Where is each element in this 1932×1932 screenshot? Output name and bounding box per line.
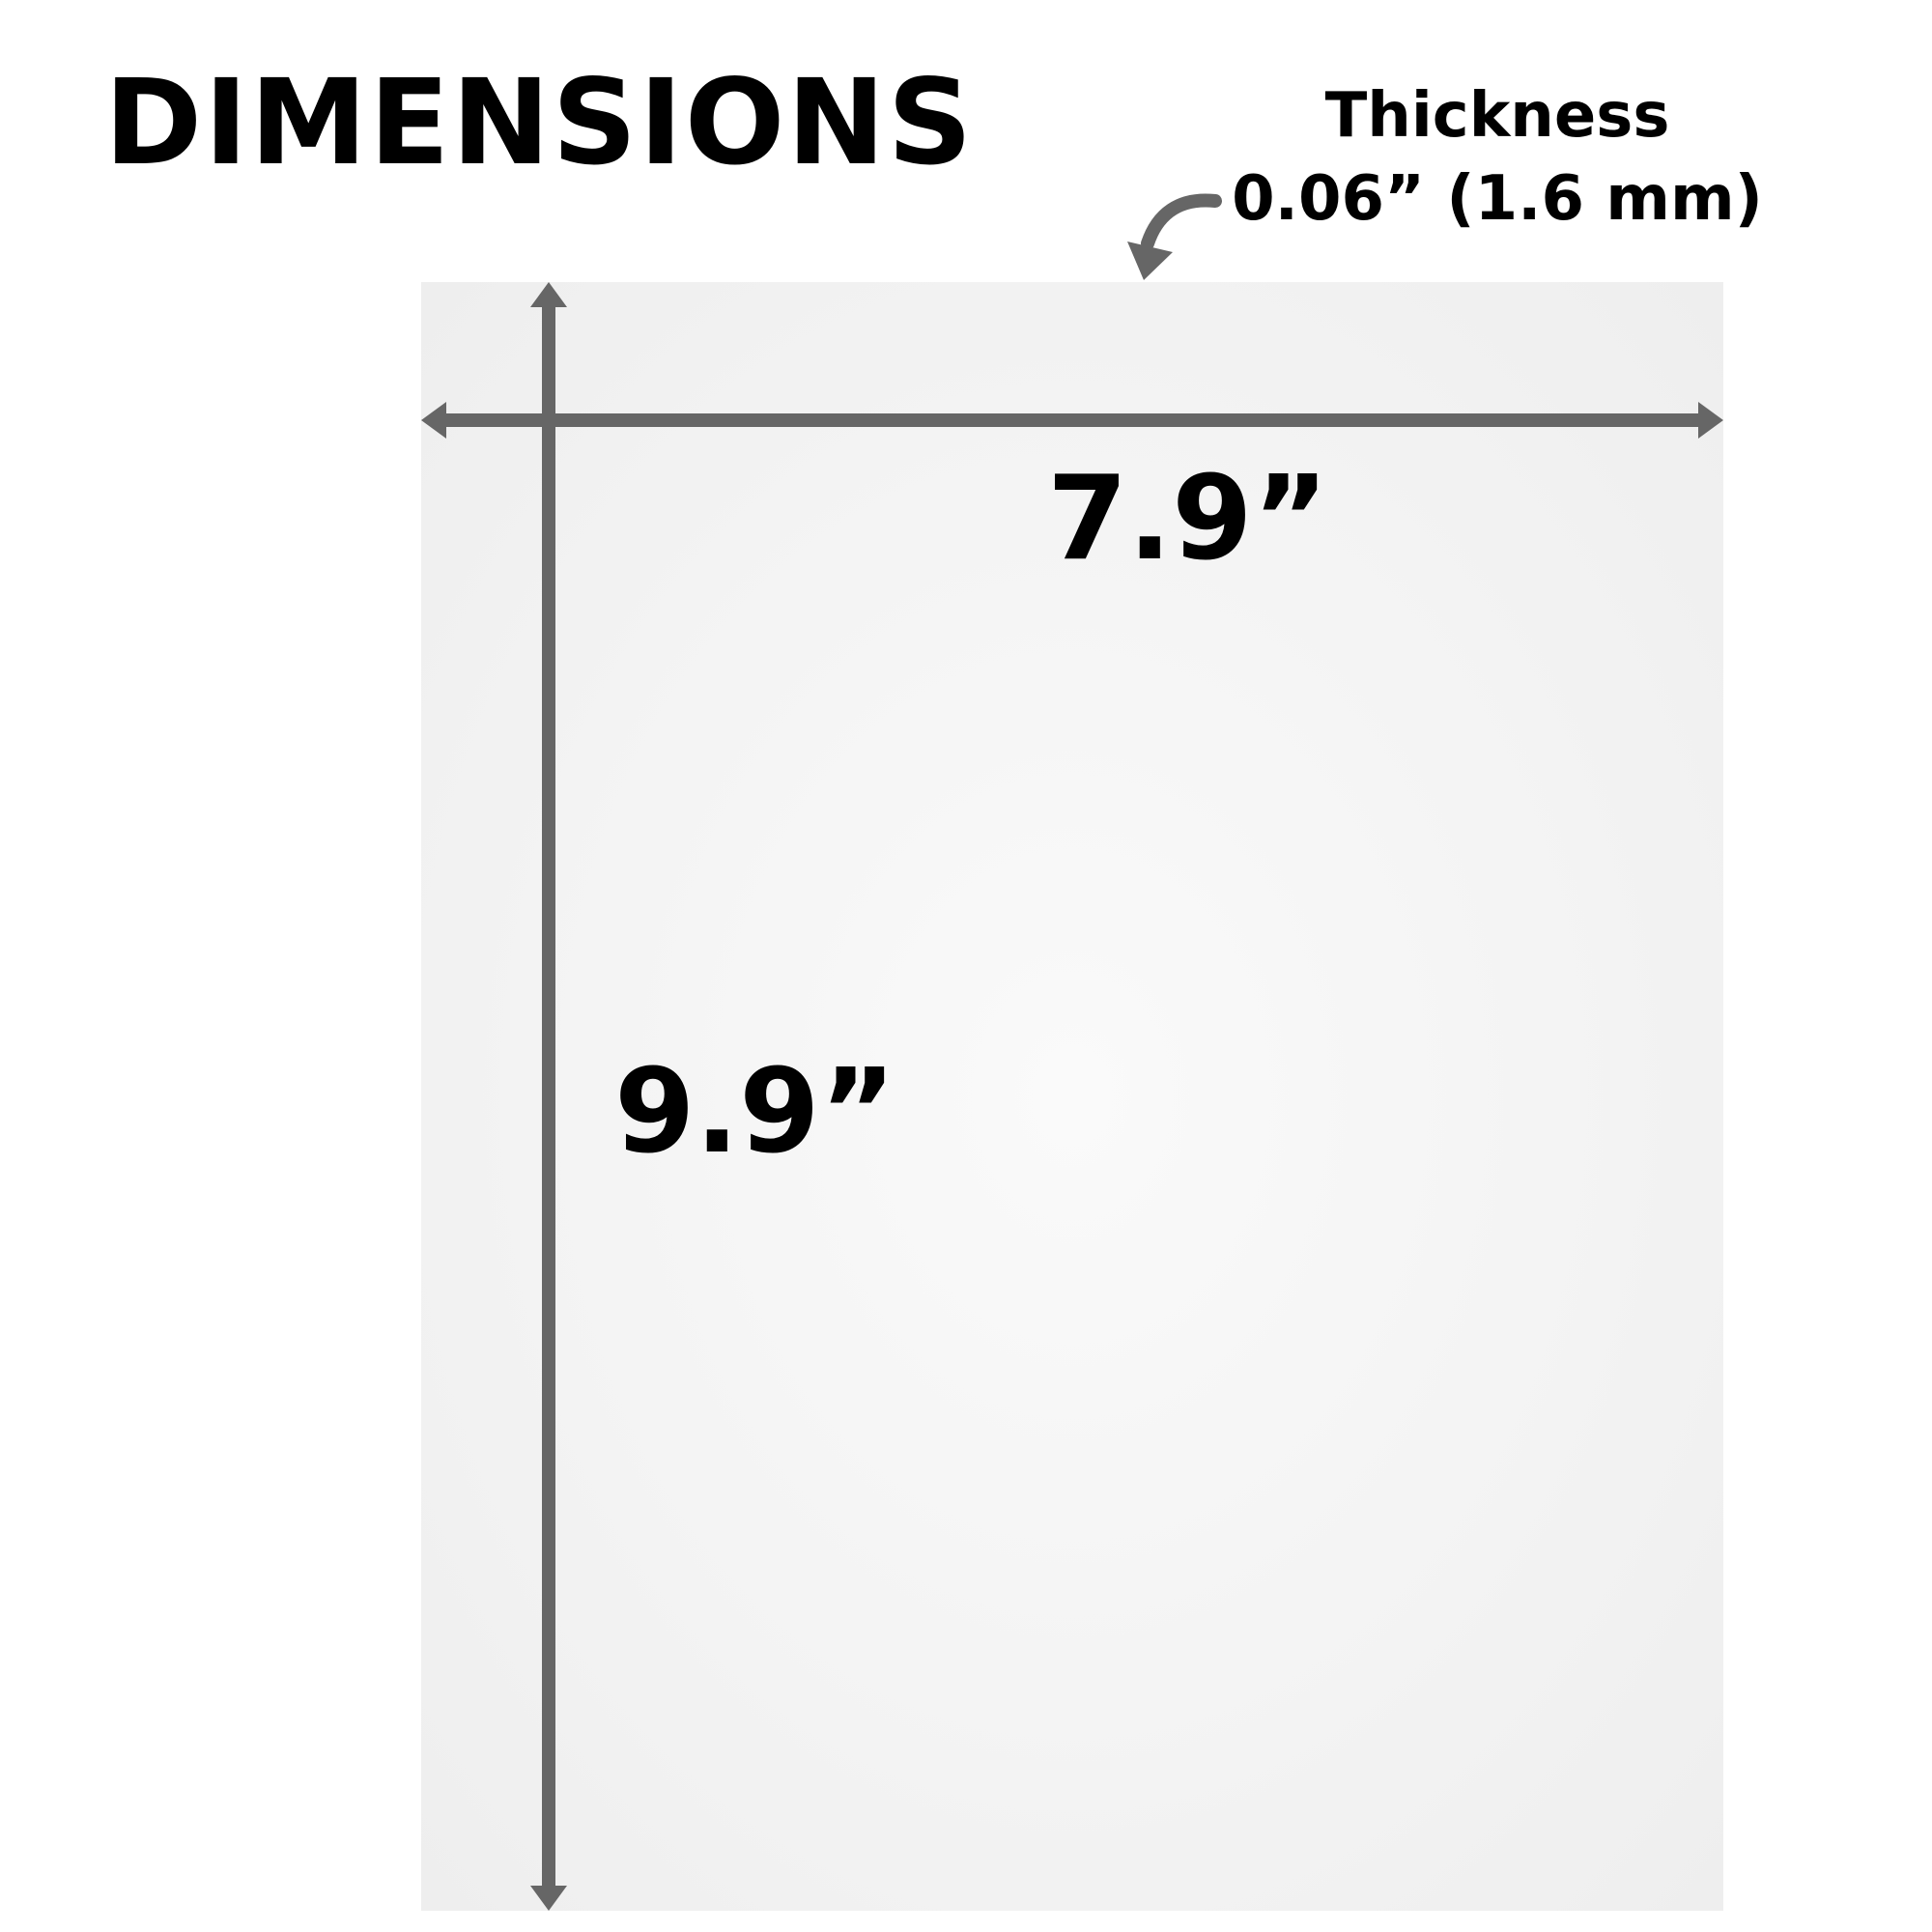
page-title: DIMENSIONS [104,54,975,191]
height-label: 9.9” [614,1045,896,1179]
thickness-label: Thickness [1324,80,1670,152]
thickness-annotation: Thickness 0.06” (1.6 mm) [1227,80,1768,235]
thickness-pointer-icon [1127,193,1222,280]
width-label: 7.9” [1047,452,1329,586]
height-arrow-icon [530,282,567,1911]
width-arrow-icon [421,402,1723,439]
product-sheet [421,282,1723,1911]
thickness-value: 0.06” (1.6 mm) [1232,162,1763,235]
